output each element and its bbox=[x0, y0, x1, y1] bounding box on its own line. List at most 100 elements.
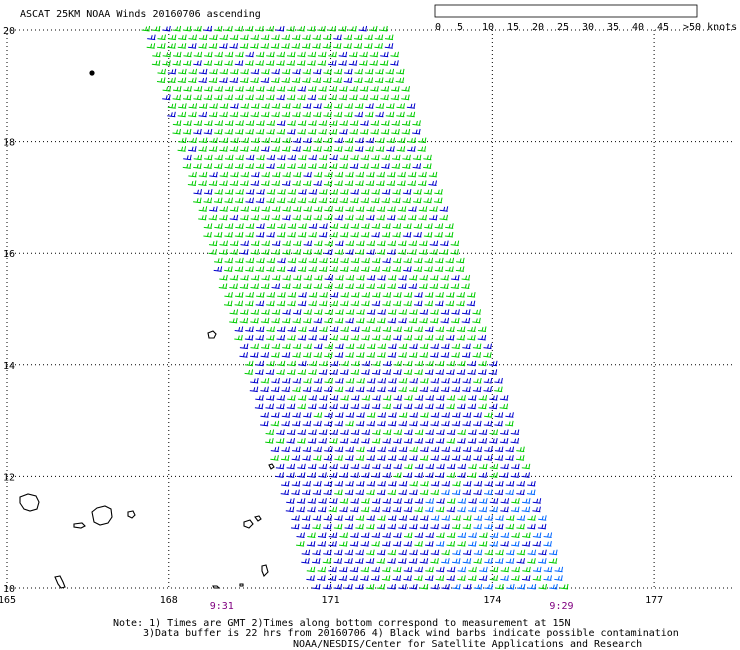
wind-barb bbox=[333, 111, 343, 118]
map-title: ASCAT 25KM NOAA Winds 20160706 ascending bbox=[20, 9, 261, 20]
wind-barb bbox=[361, 498, 370, 504]
wind-barb bbox=[467, 403, 477, 410]
wind-barb bbox=[344, 137, 354, 144]
wind-barb bbox=[335, 343, 344, 350]
wind-barb bbox=[224, 86, 234, 92]
wind-barb bbox=[286, 25, 295, 32]
wind-barb bbox=[308, 369, 317, 375]
wind-barb bbox=[260, 283, 270, 289]
wind-barb bbox=[516, 480, 525, 487]
wind-barb bbox=[417, 137, 427, 144]
wind-barb bbox=[468, 575, 477, 581]
wind-barb bbox=[430, 480, 440, 487]
wind-barb bbox=[254, 403, 264, 410]
wind-barb bbox=[396, 146, 406, 152]
pass-times: 9:31 9:29 bbox=[210, 601, 574, 612]
wind-barb bbox=[500, 498, 510, 504]
wind-barb bbox=[344, 515, 354, 521]
wind-barb bbox=[230, 137, 239, 144]
wind-barb bbox=[382, 566, 391, 573]
wind-barb bbox=[377, 446, 386, 453]
wind-barb bbox=[391, 128, 400, 135]
wind-barb bbox=[451, 455, 461, 461]
lon-tick-label: 165 bbox=[0, 595, 16, 606]
wind-barb bbox=[276, 266, 286, 272]
wind-barb bbox=[287, 334, 296, 341]
wind-barb bbox=[392, 266, 402, 272]
wind-barb bbox=[265, 429, 275, 435]
wind-barb bbox=[172, 86, 182, 92]
wind-barb bbox=[446, 506, 456, 513]
wind-barb bbox=[234, 128, 244, 135]
wind-barb bbox=[467, 472, 477, 478]
wind-barb bbox=[441, 523, 450, 530]
wind-barb bbox=[302, 180, 312, 186]
wind-barb bbox=[538, 558, 547, 564]
wind-barb bbox=[439, 206, 449, 212]
wind-barb bbox=[292, 171, 302, 178]
wind-barb bbox=[353, 43, 363, 49]
wind-barb bbox=[538, 515, 547, 521]
wind-barb bbox=[287, 120, 296, 126]
wind-barb bbox=[319, 395, 328, 401]
wind-barb bbox=[188, 171, 197, 178]
wind-barb bbox=[361, 429, 371, 435]
wind-barb bbox=[390, 60, 399, 66]
wind-barb bbox=[350, 154, 359, 161]
wind-barb bbox=[452, 480, 461, 487]
wind-barb bbox=[429, 317, 439, 324]
wind-barb bbox=[488, 360, 498, 367]
wind-barb bbox=[292, 206, 302, 212]
wind-barb bbox=[392, 189, 401, 195]
wind-barb bbox=[371, 506, 381, 513]
wind-barb bbox=[230, 206, 239, 212]
wind-barb bbox=[360, 197, 370, 204]
wind-barb bbox=[350, 395, 360, 401]
wind-barb bbox=[380, 86, 390, 92]
wind-barb bbox=[329, 197, 338, 204]
wind-barb bbox=[441, 480, 451, 487]
wind-barb bbox=[214, 51, 223, 58]
wind-barb bbox=[356, 412, 365, 418]
wind-barb bbox=[376, 249, 386, 255]
wind-barb bbox=[327, 25, 337, 32]
wind-barb bbox=[239, 43, 249, 49]
wind-barb bbox=[359, 128, 369, 135]
wind-barb bbox=[281, 386, 291, 393]
wind-barb bbox=[398, 489, 407, 496]
wind-barb bbox=[340, 189, 349, 195]
wind-barb bbox=[178, 137, 187, 144]
wind-barb bbox=[516, 583, 526, 590]
wind-barb bbox=[350, 438, 359, 444]
wind-barb bbox=[275, 438, 285, 444]
wind-barb bbox=[344, 111, 353, 118]
wind-barb bbox=[483, 386, 492, 393]
wind-barb bbox=[345, 386, 354, 393]
wind-barb bbox=[361, 369, 370, 375]
wind-barb bbox=[478, 369, 487, 375]
wind-barb bbox=[329, 498, 338, 504]
wind-barb bbox=[376, 180, 385, 186]
wind-barb bbox=[521, 506, 531, 513]
wind-barb bbox=[366, 386, 376, 393]
wind-barb bbox=[505, 420, 514, 427]
wind-barb bbox=[413, 223, 423, 229]
wind-barb bbox=[393, 463, 402, 470]
wind-barb bbox=[522, 532, 531, 538]
wind-barb bbox=[500, 575, 509, 581]
wind-barb bbox=[349, 51, 358, 58]
wind-barb bbox=[255, 25, 264, 32]
wind-barb bbox=[433, 197, 443, 204]
wind-barb bbox=[413, 231, 422, 238]
wind-barb bbox=[387, 515, 397, 521]
wind-barb bbox=[193, 120, 203, 126]
wind-barb bbox=[516, 549, 526, 556]
wind-barb bbox=[414, 292, 423, 298]
wind-barb bbox=[398, 515, 408, 521]
wind-barb bbox=[328, 60, 337, 66]
island-outline bbox=[54, 575, 66, 589]
wind-barb bbox=[303, 343, 312, 350]
wind-barb bbox=[328, 472, 338, 478]
wind-barb bbox=[478, 360, 487, 367]
wind-barb bbox=[488, 369, 498, 375]
